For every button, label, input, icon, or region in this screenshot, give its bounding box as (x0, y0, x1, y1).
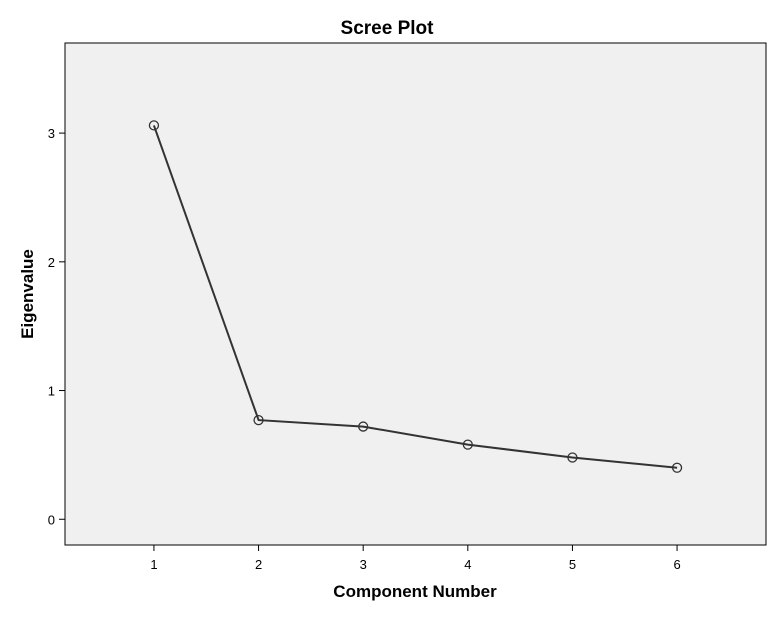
data-point (671, 462, 683, 473)
data-point (462, 439, 473, 450)
y-axis-ticks: 0 1 2 3 (48, 126, 65, 527)
x-tick-label: 2 (255, 557, 262, 572)
eigenvalue-line (152, 125, 678, 469)
x-tick-label: 6 (673, 557, 680, 572)
y-tick-label: 3 (48, 126, 55, 141)
x-tick-label: 1 (150, 557, 157, 572)
y-tick-label: 0 (48, 512, 55, 527)
data-point (358, 421, 369, 432)
data-point (148, 120, 160, 131)
x-axis-label: Component Number (333, 582, 497, 601)
x-tick-label: 5 (569, 557, 576, 572)
x-tick-label: 3 (360, 557, 367, 572)
eigenvalue-points (148, 120, 683, 473)
chart-title: Scree Plot (341, 18, 435, 39)
x-tick-label: 4 (464, 557, 471, 572)
x-axis-ticks: 1 2 3 4 5 6 (150, 545, 681, 572)
y-tick-label: 1 (48, 384, 55, 399)
y-tick-label: 2 (48, 255, 55, 270)
data-point (567, 452, 578, 463)
y-axis-label: Eigenvalue (18, 249, 37, 339)
plot-area (64, 42, 767, 546)
data-point (253, 414, 264, 426)
